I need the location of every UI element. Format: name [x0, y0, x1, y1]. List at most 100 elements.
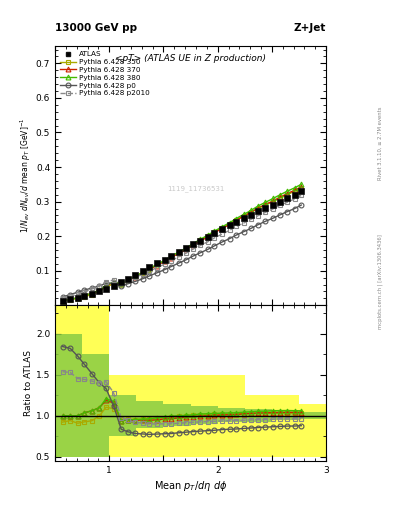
ATLAS	[133, 272, 138, 278]
Pythia 6.428 370	[60, 297, 65, 304]
Pythia 6.428 370	[271, 198, 275, 204]
Line: Pythia 6.428 350: Pythia 6.428 350	[60, 185, 304, 304]
Pythia 6.428 p0	[162, 267, 167, 273]
Pythia 6.428 p2010	[184, 250, 189, 256]
Pythia 6.428 370	[277, 195, 282, 201]
Pythia 6.428 p2010	[191, 246, 195, 252]
Pythia 6.428 350	[162, 258, 167, 264]
ATLAS	[206, 234, 210, 240]
Pythia 6.428 p0	[60, 294, 65, 300]
Pythia 6.428 p0	[75, 289, 80, 295]
Pythia 6.428 p0	[249, 225, 254, 231]
ATLAS	[125, 275, 130, 282]
Pythia 6.428 p2010	[147, 268, 152, 274]
Pythia 6.428 350	[234, 217, 239, 223]
ATLAS	[277, 199, 282, 205]
Pythia 6.428 370	[147, 266, 152, 272]
Pythia 6.428 370	[104, 283, 108, 289]
Pythia 6.428 p2010	[104, 279, 108, 285]
Legend: ATLAS, Pythia 6.428 350, Pythia 6.428 370, Pythia 6.428 380, Pythia 6.428 p0, Py: ATLAS, Pythia 6.428 350, Pythia 6.428 37…	[59, 50, 151, 98]
ATLAS	[104, 286, 108, 292]
Pythia 6.428 370	[119, 281, 123, 287]
X-axis label: Mean $p_T/d\eta\ d\phi$: Mean $p_T/d\eta\ d\phi$	[154, 479, 227, 493]
Pythia 6.428 p2010	[111, 277, 116, 283]
Pythia 6.428 350	[255, 205, 260, 211]
Pythia 6.428 380	[133, 273, 138, 280]
ATLAS	[227, 222, 232, 228]
Pythia 6.428 380	[104, 282, 108, 288]
Pythia 6.428 p2010	[162, 261, 167, 267]
Pythia 6.428 370	[292, 187, 297, 193]
Pythia 6.428 p2010	[227, 227, 232, 233]
ATLAS	[271, 202, 275, 208]
Pythia 6.428 p0	[68, 291, 73, 297]
Pythia 6.428 p2010	[82, 289, 87, 295]
Pythia 6.428 p2010	[169, 258, 173, 264]
Pythia 6.428 p0	[82, 287, 87, 293]
Pythia 6.428 370	[255, 205, 260, 211]
Line: Pythia 6.428 p2010: Pythia 6.428 p2010	[60, 193, 304, 301]
Pythia 6.428 370	[97, 287, 102, 293]
Pythia 6.428 p2010	[141, 271, 145, 278]
Pythia 6.428 380	[125, 277, 130, 283]
Text: 13000 GeV pp: 13000 GeV pp	[55, 23, 137, 33]
Pythia 6.428 380	[162, 257, 167, 263]
Pythia 6.428 380	[227, 220, 232, 226]
ATLAS	[255, 208, 260, 215]
Pythia 6.428 380	[119, 281, 123, 287]
Pythia 6.428 380	[97, 287, 102, 293]
Pythia 6.428 p0	[292, 205, 297, 211]
Pythia 6.428 350	[220, 225, 224, 231]
Pythia 6.428 p0	[212, 243, 217, 249]
Pythia 6.428 350	[206, 233, 210, 239]
Pythia 6.428 380	[169, 253, 173, 259]
Pythia 6.428 370	[176, 250, 181, 257]
ATLAS	[212, 230, 217, 236]
Pythia 6.428 370	[206, 234, 210, 240]
Pythia 6.428 p2010	[212, 235, 217, 241]
Pythia 6.428 p2010	[249, 216, 254, 222]
Pythia 6.428 p0	[277, 212, 282, 218]
ATLAS	[75, 294, 80, 301]
Pythia 6.428 380	[292, 185, 297, 191]
Pythia 6.428 350	[125, 276, 130, 283]
Pythia 6.428 370	[191, 242, 195, 248]
Pythia 6.428 380	[90, 290, 94, 296]
Pythia 6.428 380	[255, 203, 260, 209]
ATLAS	[147, 264, 152, 270]
Pythia 6.428 380	[75, 294, 80, 301]
Pythia 6.428 380	[68, 296, 73, 303]
Pythia 6.428 p0	[227, 236, 232, 242]
Pythia 6.428 p2010	[125, 277, 130, 283]
Pythia 6.428 p2010	[176, 254, 181, 260]
Pythia 6.428 p0	[241, 228, 246, 234]
Pythia 6.428 p0	[299, 202, 304, 208]
Text: 1119_11736531: 1119_11736531	[167, 185, 225, 192]
Pythia 6.428 370	[141, 270, 145, 276]
Pythia 6.428 p2010	[133, 274, 138, 281]
ATLAS	[249, 211, 254, 218]
Pythia 6.428 350	[285, 191, 290, 198]
ATLAS	[176, 249, 181, 255]
Pythia 6.428 p0	[184, 257, 189, 263]
Pythia 6.428 350	[263, 202, 268, 208]
Pythia 6.428 p0	[147, 273, 152, 279]
Pythia 6.428 380	[277, 192, 282, 198]
Line: Pythia 6.428 370: Pythia 6.428 370	[60, 184, 304, 303]
Pythia 6.428 370	[154, 263, 159, 269]
ATLAS	[154, 261, 159, 267]
Pythia 6.428 p2010	[220, 231, 224, 237]
Pythia 6.428 350	[241, 213, 246, 219]
Pythia 6.428 370	[133, 273, 138, 280]
Pythia 6.428 350	[271, 199, 275, 205]
Pythia 6.428 350	[133, 273, 138, 280]
Pythia 6.428 p0	[104, 280, 108, 286]
Pythia 6.428 350	[299, 185, 304, 191]
Pythia 6.428 p2010	[299, 193, 304, 199]
ATLAS	[119, 279, 123, 285]
Pythia 6.428 380	[212, 228, 217, 234]
Text: Rivet 3.1.10, ≥ 2.7M events: Rivet 3.1.10, ≥ 2.7M events	[378, 106, 383, 180]
Pythia 6.428 380	[60, 297, 65, 304]
Pythia 6.428 p2010	[68, 293, 73, 300]
ATLAS	[68, 296, 73, 303]
